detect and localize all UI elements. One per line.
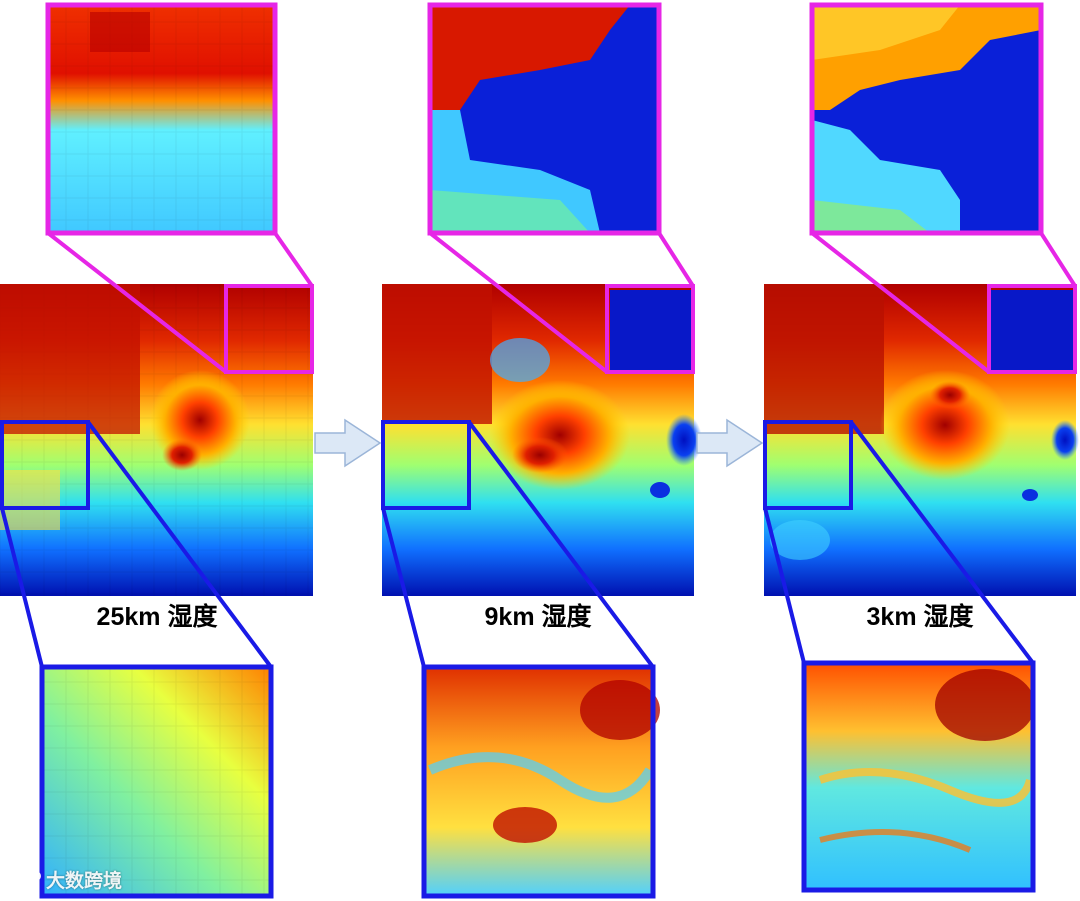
connector-line: [849, 420, 1035, 665]
panel-9km: [382, 284, 702, 596]
connector-line: [0, 507, 44, 668]
zoom-bottom-25km: [39, 664, 274, 899]
panel-25km: [0, 284, 313, 596]
roi-top-25km: [224, 284, 314, 374]
zoom-top-9km: [427, 2, 662, 236]
zoom-top-3km: [809, 2, 1044, 236]
connector-line: [428, 231, 609, 374]
roi-bottom-25km: [0, 420, 90, 510]
connector-line: [810, 231, 991, 374]
connector-line: [273, 231, 314, 288]
zoom-bottom-9km: [421, 664, 660, 899]
panel-3km: [764, 284, 1079, 596]
connector-line: [381, 507, 426, 668]
connector-line: [86, 420, 273, 669]
watermark: 大数跨境: [8, 866, 122, 893]
watermark-text: 大数跨境: [46, 870, 123, 892]
roi-bottom-9km: [381, 420, 471, 510]
big-data-logo-icon: [8, 870, 41, 889]
connector-line: [763, 507, 806, 664]
zoom-top-25km: [45, 2, 278, 236]
right-arrow-icon: [314, 418, 382, 468]
right-arrow-icon: [696, 418, 764, 468]
connector-line: [657, 231, 695, 288]
roi-top-3km: [987, 284, 1077, 374]
resolution-label-25km: 25km 湿度: [96, 603, 218, 631]
resolution-label-9km: 9km 湿度: [484, 603, 592, 631]
connector-line: [1039, 231, 1077, 288]
zoom-bottom-3km: [801, 660, 1036, 893]
roi-bottom-3km: [763, 420, 853, 510]
resolution-label-3km: 3km 湿度: [866, 603, 974, 631]
connector-line: [467, 420, 655, 669]
connector-line: [46, 231, 228, 374]
roi-top-9km: [605, 284, 695, 374]
